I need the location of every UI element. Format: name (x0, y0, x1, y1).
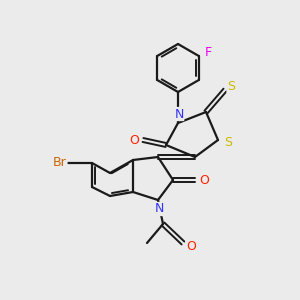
Text: S: S (224, 136, 232, 149)
Text: O: O (129, 134, 139, 146)
Text: O: O (186, 241, 196, 254)
Text: F: F (205, 46, 212, 59)
Text: N: N (154, 202, 164, 215)
Text: N: N (174, 107, 184, 121)
Text: O: O (199, 173, 209, 187)
Text: S: S (227, 80, 235, 92)
Text: Br: Br (53, 157, 67, 169)
